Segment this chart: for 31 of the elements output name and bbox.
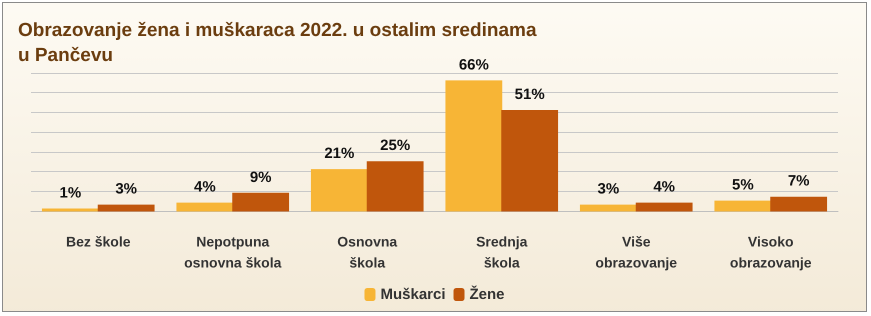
data-label: 3% [115,180,138,198]
x-tick-label: Nepotpuna osnovna škola [184,234,282,270]
x-tick-label: Srednja škola [476,234,528,270]
data-label: 51% [514,86,545,103]
data-label: 21% [324,145,354,162]
bar [366,161,424,212]
x-tick-label: Bez škole [66,234,131,250]
data-label: 3% [597,180,620,198]
bar [98,204,155,212]
x-tick-label: Više obrazovanje [595,234,678,270]
bar [714,200,772,212]
bar [636,202,693,212]
data-label: 5% [732,176,754,194]
legend-label: Muškarci [380,286,446,303]
data-label: 9% [250,168,272,186]
data-label: 25% [380,137,410,154]
data-label: 66% [458,56,489,74]
data-label: 4% [194,178,216,196]
bar [310,169,368,212]
x-tick-label: Visoko obrazovanje [730,234,812,270]
bar [501,110,558,212]
data-label: 4% [653,178,676,196]
x-tick-label: Osnovna škola [337,234,398,270]
bar [770,196,828,212]
bar [445,80,502,212]
bar [176,202,234,212]
data-label: 1% [60,184,82,202]
bar [580,204,637,212]
legend-label: Žene [470,285,505,303]
bar [232,192,290,212]
data-label: 7% [788,172,810,190]
